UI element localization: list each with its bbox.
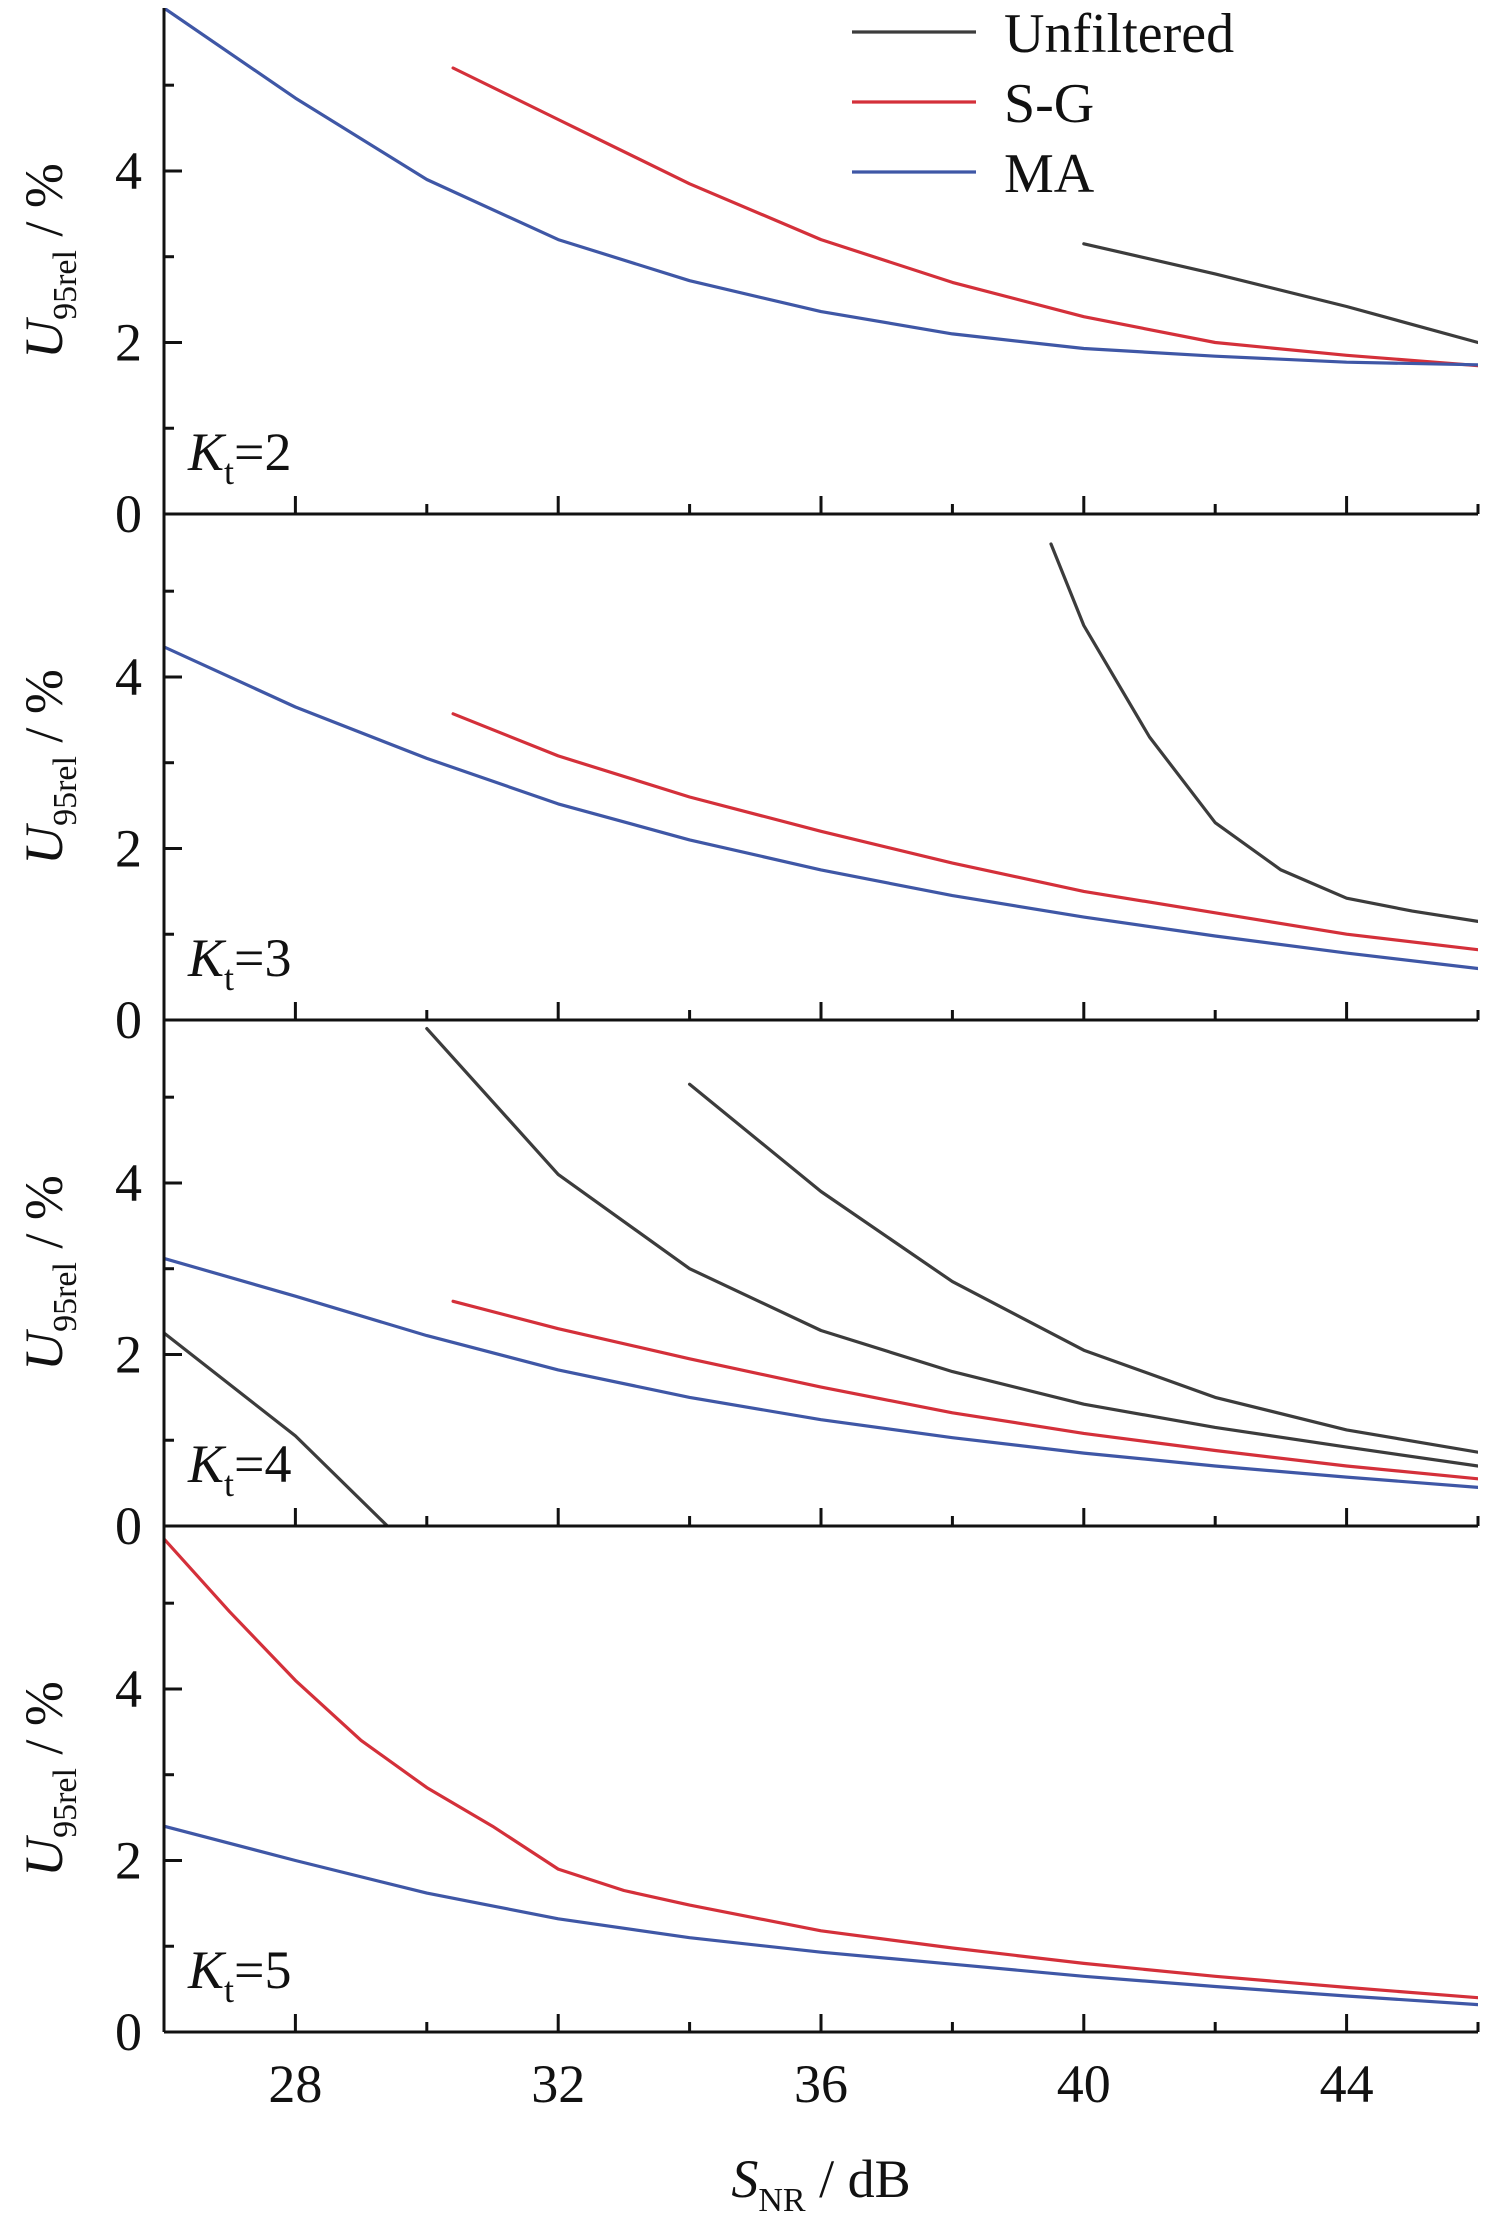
x-tick-label: 28 xyxy=(268,2054,322,2114)
y-tick-label: 0 xyxy=(115,990,142,1050)
y-axis-title: U95rel / % xyxy=(14,669,84,865)
x-axis-title: SNR / dB xyxy=(731,2149,910,2219)
x-tick-label: 32 xyxy=(531,2054,585,2114)
y-axis-title: U95rel / % xyxy=(14,163,84,359)
series-line-1 xyxy=(1049,542,1478,923)
panel-4: 0 2 4 U95rel / % Kt=5 xyxy=(14,1526,1480,2062)
panel-2: 0 2 4 U95rel / % Kt=3 xyxy=(14,514,1480,1050)
y-tick-label: 2 xyxy=(115,818,142,878)
panels-layer: 0 2 4 U95rel / % Kt=2 0 2 4 U95rel / % Kt=3 0 2 4 U95… xyxy=(14,8,1480,2062)
series-line-3 xyxy=(451,1299,1478,1481)
legend: Unfiltered S-G MA xyxy=(852,3,1234,205)
panel-1: 0 2 4 U95rel / % Kt=2 xyxy=(14,8,1480,544)
legend-label: MA xyxy=(1004,143,1095,205)
series-line-3 xyxy=(164,645,1478,971)
y-tick-label: 2 xyxy=(115,1324,142,1384)
y-tick-label: 2 xyxy=(115,1830,142,1890)
series-line-1 xyxy=(164,1537,1478,2000)
y-tick-label: 2 xyxy=(115,312,142,372)
y-tick-label: 4 xyxy=(115,1153,142,1213)
series-group xyxy=(164,1537,1478,2007)
y-axis-title: U95rel / % xyxy=(14,1175,84,1371)
y-tick-label: 0 xyxy=(115,1496,142,1556)
series-line-2 xyxy=(451,712,1478,952)
x-axis: 28 32 36 40 44 SNR / dB xyxy=(268,2054,1373,2219)
series-group xyxy=(164,8,1478,368)
panel-label: Kt=4 xyxy=(187,1434,292,1504)
series-line-1 xyxy=(164,1027,1478,1526)
legend-label: Unfiltered xyxy=(1004,3,1234,65)
series-line-3 xyxy=(164,8,1478,367)
panel-label: Kt=3 xyxy=(187,928,292,998)
series-line-2 xyxy=(451,66,1478,368)
series-line-2 xyxy=(164,1824,1478,2007)
panel-3: 0 2 4 U95rel / % Kt=4 xyxy=(14,1020,1480,1556)
x-tick-label: 36 xyxy=(794,2054,848,2114)
series-group xyxy=(164,1027,1478,1526)
y-tick-label: 4 xyxy=(115,1659,142,1719)
legend-label: S-G xyxy=(1004,73,1094,135)
series-group xyxy=(164,542,1478,971)
y-tick-label: 4 xyxy=(115,141,142,201)
panel-label: Kt=2 xyxy=(187,422,292,492)
y-tick-label: 0 xyxy=(115,484,142,544)
y-axis-title: U95rel / % xyxy=(14,1681,84,1877)
series-line-2 xyxy=(688,1082,1478,1454)
x-tick-label: 44 xyxy=(1320,2054,1374,2114)
y-tick-label: 4 xyxy=(115,647,142,707)
panel-label: Kt=5 xyxy=(187,1940,292,2010)
series-line-4 xyxy=(164,1256,1478,1489)
x-tick-label: 40 xyxy=(1057,2054,1111,2114)
series-line-1 xyxy=(1082,242,1478,345)
y-tick-label: 0 xyxy=(115,2002,142,2062)
